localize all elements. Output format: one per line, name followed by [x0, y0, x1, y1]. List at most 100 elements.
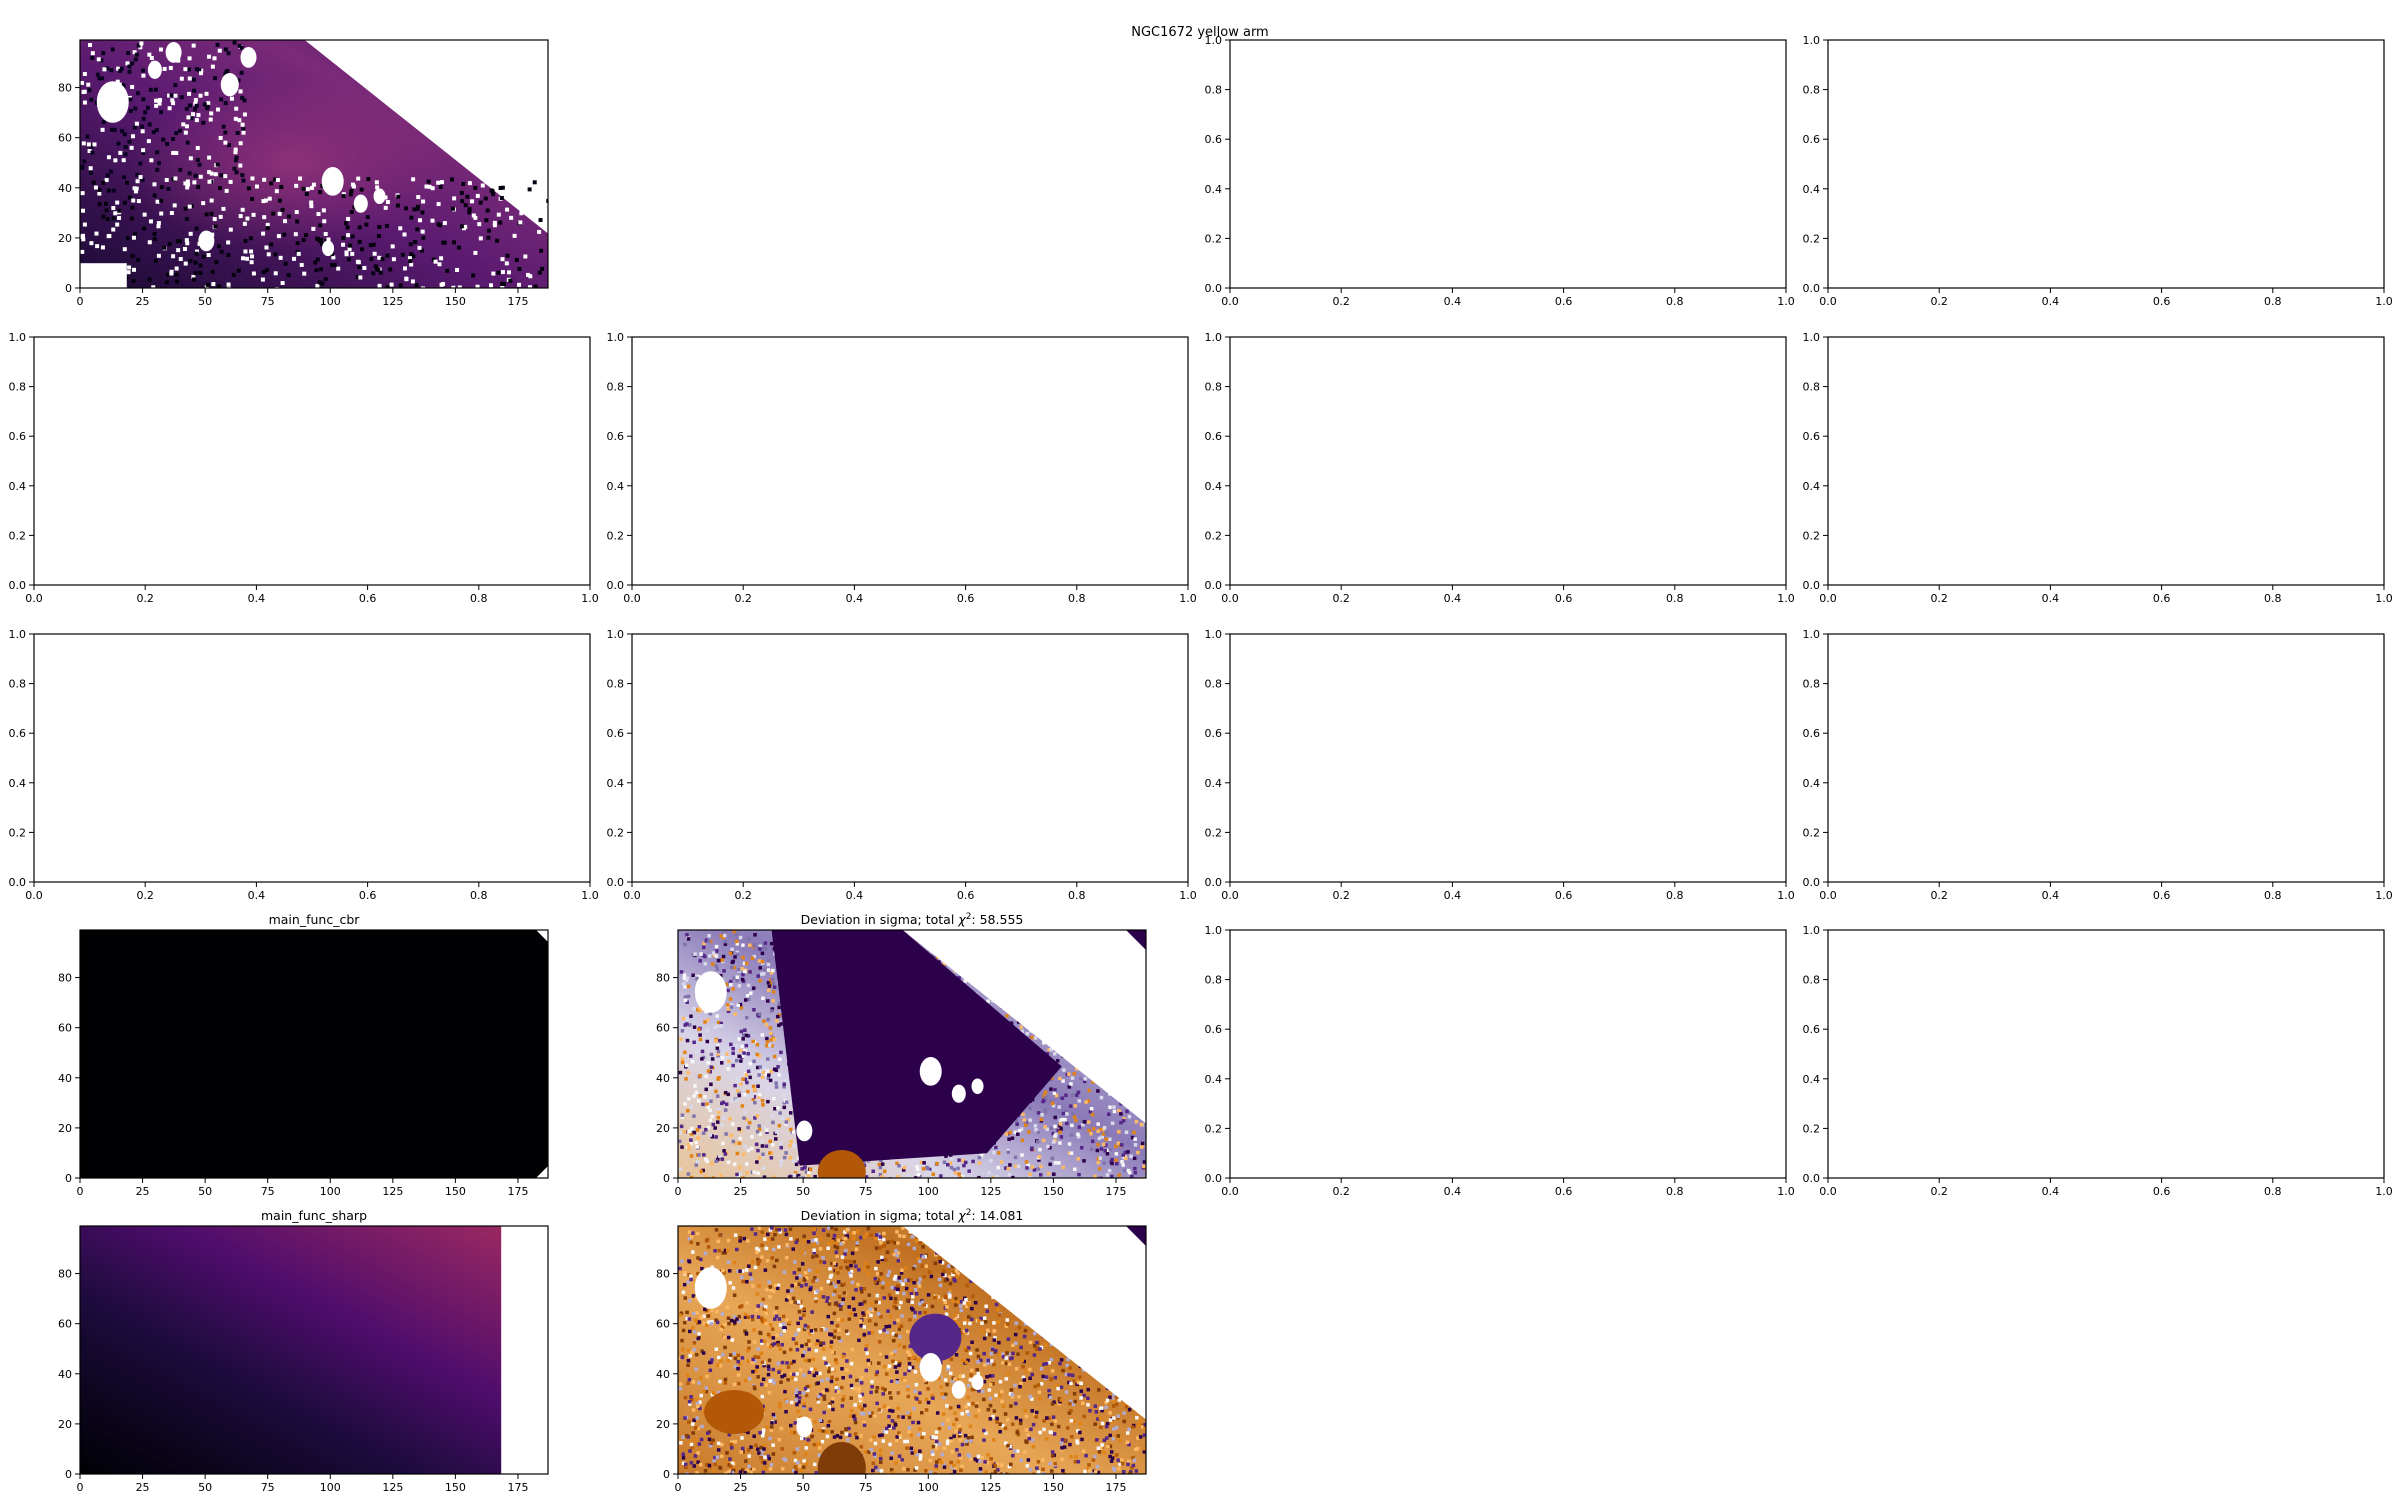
panel-r2c2-ytick-label: 0.8 — [1205, 678, 1223, 691]
panel-r4c0-ytick-label: 20 — [58, 1418, 72, 1431]
panel-r1c0-ytick-label: 0.4 — [9, 480, 27, 493]
panel-r0c0-ytick-label: 0 — [65, 282, 72, 295]
panel-r3c3-xtick-label: 0.8 — [2264, 1185, 2282, 1198]
panel-r2c3-ytick-label: 0.2 — [1803, 826, 1821, 839]
panel-r2c2-ytick-label: 0.6 — [1205, 727, 1223, 740]
panel-r2c1-frame — [631, 633, 1189, 883]
panel-r3c3-xtick-label: 1.0 — [2375, 1185, 2393, 1198]
panel-r4c0-xtick-label: 75 — [261, 1481, 275, 1494]
panel-r0c0-image — [80, 40, 548, 288]
panel-r3c1-xtick-label: 50 — [796, 1185, 810, 1198]
panel-r0c3-frame — [1827, 39, 2385, 289]
panel-r4c0-ytick-label: 40 — [58, 1368, 72, 1381]
panel-r1c1-ytick-label: 0.0 — [607, 579, 625, 592]
panel-r1c0-ytick-label: 0.8 — [9, 381, 27, 394]
panel-r3c1-ytick-label: 0 — [663, 1172, 670, 1185]
panel-r1c0-xtick-label: 1.0 — [581, 592, 599, 605]
panel-r4c1-image — [678, 1226, 1146, 1474]
panel-r3c1-ytick-label: 40 — [656, 1072, 670, 1085]
panel-r0c3-ytick-label: 1.0 — [1803, 34, 1821, 47]
panel-r1c2: 0.0 0.2 0.4 0.6 0.8 1.0 0.0 0.2 0.4 0.6 0.8 1.0 — [1205, 331, 1795, 605]
panel-r2c0-xtick-label: 0.0 — [25, 889, 43, 902]
panel-r1c3-xtick-label: 0.2 — [1930, 592, 1948, 605]
panel-r2c3-xtick-label: 0.6 — [2153, 889, 2171, 902]
panel-r4c0-xtick-label: 50 — [198, 1481, 212, 1494]
panel-r4c1-xtick-label: 175 — [1105, 1481, 1126, 1494]
panel-r1c3: 0.0 0.2 0.4 0.6 0.8 1.0 0.0 0.2 0.4 0.6 0.8 1.0 — [1803, 331, 2393, 605]
panel-r0c3-xtick-label: 1.0 — [2375, 295, 2393, 308]
panel-r1c3-ytick-label: 0.4 — [1803, 480, 1821, 493]
panel-r0c0-xtick-label: 175 — [507, 295, 528, 308]
panel-r2c3-ytick-label: 0.4 — [1803, 777, 1821, 790]
panel-r3c2-ytick-label: 0.4 — [1205, 1073, 1223, 1086]
panel-r0c2-ytick-label: 0.6 — [1205, 133, 1223, 146]
panel-r2c3-xtick-label: 0.8 — [2264, 889, 2282, 902]
panel-r0c0-ytick-label: 20 — [58, 232, 72, 245]
panel-r0c3-ytick-label: 0.8 — [1803, 84, 1821, 97]
panel-r4c1-ytick-label: 80 — [656, 1268, 670, 1281]
panel-r3c3-frame — [1827, 929, 2385, 1179]
panel-r1c2-xtick-label: 1.0 — [1777, 592, 1795, 605]
panel-r1c1-xtick-label: 0.8 — [1068, 592, 1086, 605]
panel-r1c0-ytick-label: 1.0 — [9, 331, 27, 344]
panel-r3c2-xtick-label: 0.6 — [1555, 1185, 1573, 1198]
panel-r2c1-ytick-label: 1.0 — [607, 628, 625, 641]
panel-r2c0-xtick-label: 0.2 — [136, 889, 154, 902]
panel-r4c0-ytick-label: 0 — [65, 1468, 72, 1481]
panel-r2c3-ytick-label: 0.6 — [1803, 727, 1821, 740]
panel-r1c2-ytick-label: 1.0 — [1205, 331, 1223, 344]
panel-r3c2: 0.0 0.2 0.4 0.6 0.8 1.0 0.0 0.2 0.4 0.6 0.8 1.0 — [1205, 924, 1795, 1198]
panel-r1c2-ytick-label: 0.2 — [1205, 529, 1223, 542]
panel-r3c1-ytick-label: 20 — [656, 1122, 670, 1135]
panel-r1c0-xtick-label: 0.0 — [25, 592, 43, 605]
panel-r0c0-xtick-label: 75 — [261, 295, 275, 308]
panel-r1c0-ytick-label: 0.6 — [9, 430, 27, 443]
panel-r4c0-xtick-label: 175 — [507, 1481, 528, 1494]
panel-r1c2-xtick-label: 0.4 — [1444, 592, 1462, 605]
panel-r3c3-xtick-label: 0.2 — [1930, 1185, 1948, 1198]
panel-r0c2-xtick-label: 1.0 — [1777, 295, 1795, 308]
panel-r3c3: 0.0 0.2 0.4 0.6 0.8 1.0 0.0 0.2 0.4 0.6 0.8 1.0 — [1803, 924, 2393, 1198]
panel-r0c2: 0.0 0.2 0.4 0.6 0.8 1.0 0.0 0.2 0.4 0.6 0.8 1.0 — [1205, 34, 1795, 308]
panel-r2c3-ytick-label: 1.0 — [1803, 628, 1821, 641]
panel-r0c0-xtick-label: 0 — [77, 295, 84, 308]
panel-r3c3-xtick-label: 0.4 — [2042, 1185, 2060, 1198]
panel-r1c0-frame — [33, 336, 591, 586]
panel-r0c3-ytick-label: 0.2 — [1803, 232, 1821, 245]
panel-r2c0-xtick-label: 0.6 — [359, 889, 377, 902]
panel-r4c0-frame — [79, 1225, 549, 1475]
panel-r0c0-xtick-label: 150 — [445, 295, 466, 308]
panel-r3c0-ytick-label: 20 — [58, 1122, 72, 1135]
panel-r3c0-ytick-label: 80 — [58, 972, 72, 985]
panel-r3c1-frame — [677, 929, 1147, 1179]
panel-r2c0-xtick-label: 0.4 — [248, 889, 266, 902]
panel-r1c3-frame — [1827, 336, 2385, 586]
panel-r3c0-frame — [79, 929, 549, 1179]
panel-r1c1-xtick-label: 0.6 — [957, 592, 975, 605]
panel-r1c0: 0.0 0.2 0.4 0.6 0.8 1.0 0.0 0.2 0.4 0.6 0.8 1.0 — [9, 331, 599, 605]
panel-r3c1-xtick-label: 100 — [918, 1185, 939, 1198]
panel-r3c1-title: Deviation in sigma; total χ2: 58.555 — [801, 912, 1024, 927]
panel-r0c3: 0.0 0.2 0.4 0.6 0.8 1.0 0.0 0.2 0.4 0.6 0.8 1.0 — [1803, 34, 2393, 308]
panel-r2c0-ytick-label: 0.6 — [9, 727, 27, 740]
panel-r3c1-xtick-label: 125 — [980, 1185, 1001, 1198]
panel-r4c0-xtick-label: 125 — [382, 1481, 403, 1494]
panel-r0c2-xtick-label: 0.6 — [1555, 295, 1573, 308]
panel-r0c3-xtick-label: 0.2 — [1930, 295, 1948, 308]
panel-r1c2-ytick-label: 0.4 — [1205, 480, 1223, 493]
panel-r4c0-xtick-label: 0 — [77, 1481, 84, 1494]
panel-r4c1-xtick-label: 125 — [980, 1481, 1001, 1494]
panel-r3c0-xtick-label: 75 — [261, 1185, 275, 1198]
panel-r3c1-xtick-label: 175 — [1105, 1185, 1126, 1198]
panel-r4c0-xtick-label: 150 — [445, 1481, 466, 1494]
panel-r1c1-ytick-label: 0.2 — [607, 529, 625, 542]
panel-r0c2-frame — [1229, 39, 1787, 289]
panel-r1c2-xtick-label: 0.6 — [1555, 592, 1573, 605]
panel-r2c2-xtick-label: 0.8 — [1666, 889, 1684, 902]
panel-r3c1-xtick-label: 75 — [859, 1185, 873, 1198]
panel-r4c0-image — [80, 1226, 548, 1474]
panel-r4c1: 0 25 50 75 100 125 150 175 0 20 40 60 80 Deviation in… — [656, 1208, 1147, 1494]
panel-r0c0: 0 25 50 75 100 125 150 175 0 20 40 60 80 — [58, 39, 549, 308]
panel-r1c3-ytick-label: 0.6 — [1803, 430, 1821, 443]
panel-r1c3-ytick-label: 0.0 — [1803, 579, 1821, 592]
